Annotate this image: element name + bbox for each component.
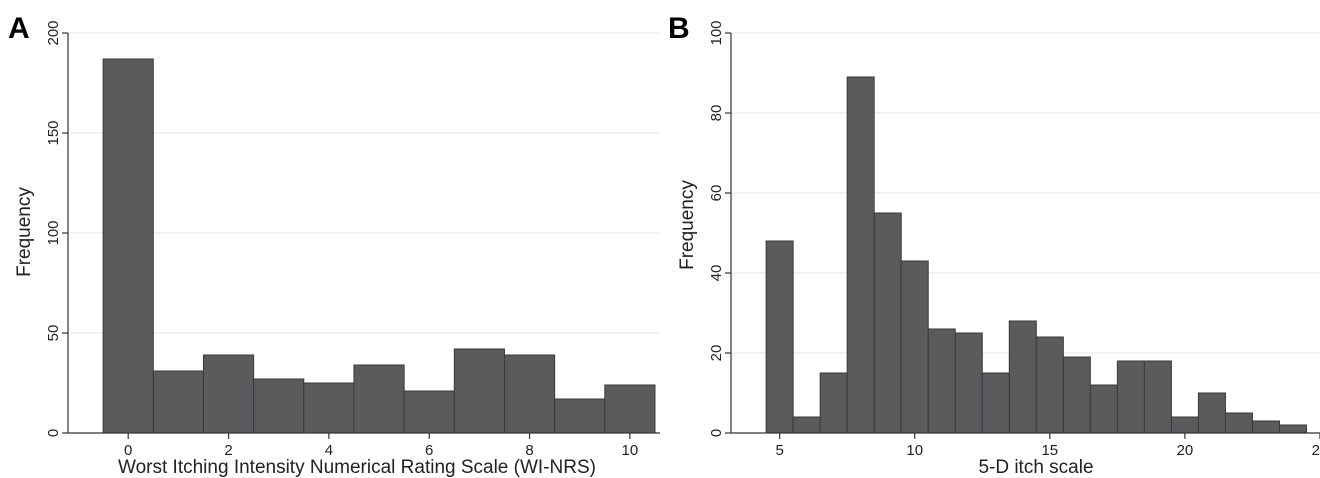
panel-b-letter: B bbox=[668, 12, 690, 45]
panel-a-y-tick-label: 100 bbox=[45, 220, 62, 245]
panel-b-y-axis-label: Frequency bbox=[677, 180, 698, 270]
panel-a-bar bbox=[152, 370, 204, 434]
panel-b-y-tick-label: 80 bbox=[708, 105, 725, 122]
panel-a-bar bbox=[554, 398, 606, 434]
panel-b-bar bbox=[900, 260, 929, 434]
panel-b-bar bbox=[792, 416, 821, 434]
panel-b-bar bbox=[1224, 412, 1253, 434]
panel-b-bar bbox=[1062, 356, 1091, 434]
panel-b-bar bbox=[873, 212, 902, 434]
panel-a-y-axis-label: Frequency bbox=[14, 187, 35, 277]
panel-b-histogram: B 5-D itch scale Frequency 0 20 40 60 80 100 5… bbox=[668, 12, 1320, 478]
panel-b-bar bbox=[1035, 336, 1064, 434]
panel-a-bar bbox=[353, 364, 405, 434]
panel-b-y-tick-label: 60 bbox=[708, 185, 725, 202]
panel-a-y-tick-label: 150 bbox=[45, 120, 62, 145]
panel-a-bar bbox=[253, 378, 305, 434]
panel-b-bar bbox=[1197, 392, 1226, 434]
panel-a-x-tick-label: 0 bbox=[124, 442, 132, 459]
panel-a-x-tick-label: 6 bbox=[425, 442, 433, 459]
panel-b-y-tick-label: 40 bbox=[708, 265, 725, 282]
panel-b-bar bbox=[1170, 416, 1199, 434]
panel-b-bar bbox=[1251, 420, 1280, 434]
panel-a-x-axis-label: Worst Itching Intensity Numerical Rating… bbox=[118, 457, 596, 478]
panel-a-x-tick-label: 2 bbox=[224, 442, 232, 459]
panel-a-y-tick-label: 0 bbox=[45, 429, 62, 437]
panel-a-bar bbox=[102, 58, 154, 434]
panel-b-bar bbox=[819, 372, 848, 434]
panel-b-x-axis-label: 5-D itch scale bbox=[978, 457, 1093, 478]
panel-a-y-tick-label: 50 bbox=[45, 325, 62, 342]
panel-a-bar bbox=[503, 354, 556, 434]
panel-b-y-tick-label: 0 bbox=[708, 429, 725, 437]
panel-a-bar bbox=[303, 382, 355, 434]
panel-b-y-tick-label: 20 bbox=[708, 345, 725, 362]
panel-b-bar bbox=[846, 76, 875, 434]
panel-a-y-tick-label: 200 bbox=[45, 20, 62, 45]
panel-b-x-tick-label: 25 bbox=[1312, 442, 1320, 459]
panel-a-histogram: A Worst Itching Intensity Numerical Rati… bbox=[8, 12, 660, 478]
panel-b-bar bbox=[765, 240, 794, 434]
panel-b-bar bbox=[1143, 360, 1172, 434]
panel-b-x-tick-label: 10 bbox=[906, 442, 923, 459]
panel-b-y-tick-label: 100 bbox=[708, 20, 725, 45]
panel-b-x-tick-label: 5 bbox=[775, 442, 783, 459]
panel-a-x-tick-label: 10 bbox=[622, 442, 639, 459]
panel-a-bar bbox=[403, 390, 455, 434]
panel-b-bar bbox=[981, 372, 1010, 434]
panel-a-bar bbox=[202, 354, 255, 434]
panel-b-bar bbox=[1116, 360, 1145, 434]
panel-b-bar bbox=[927, 328, 956, 434]
panel-b-bar bbox=[1278, 424, 1307, 434]
panel-b-bar bbox=[954, 332, 983, 434]
panel-b-x-tick-label: 20 bbox=[1177, 442, 1194, 459]
panel-a-x-tick-label: 8 bbox=[525, 442, 533, 459]
panel-b-bar bbox=[1008, 320, 1037, 434]
panel-a-letter: A bbox=[8, 12, 30, 45]
panel-b-bar bbox=[1089, 384, 1118, 434]
panel-b-x-tick-label: 15 bbox=[1041, 442, 1058, 459]
panel-a-bar bbox=[604, 384, 656, 434]
panel-a-x-tick-label: 4 bbox=[325, 442, 333, 459]
panel-a-bar bbox=[453, 348, 505, 434]
